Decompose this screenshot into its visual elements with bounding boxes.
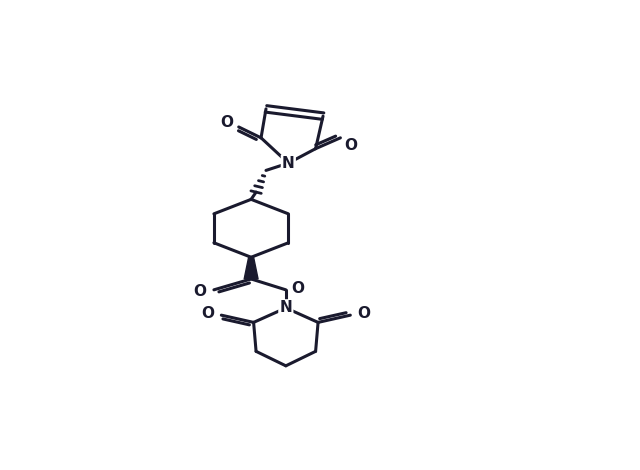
Text: O: O — [193, 284, 207, 299]
Text: N: N — [280, 300, 292, 315]
Text: N: N — [282, 156, 294, 171]
Text: O: O — [220, 115, 233, 130]
Text: O: O — [201, 306, 214, 321]
Text: O: O — [358, 306, 371, 321]
Text: O: O — [292, 281, 305, 296]
Polygon shape — [244, 257, 258, 279]
Text: O: O — [344, 138, 357, 153]
